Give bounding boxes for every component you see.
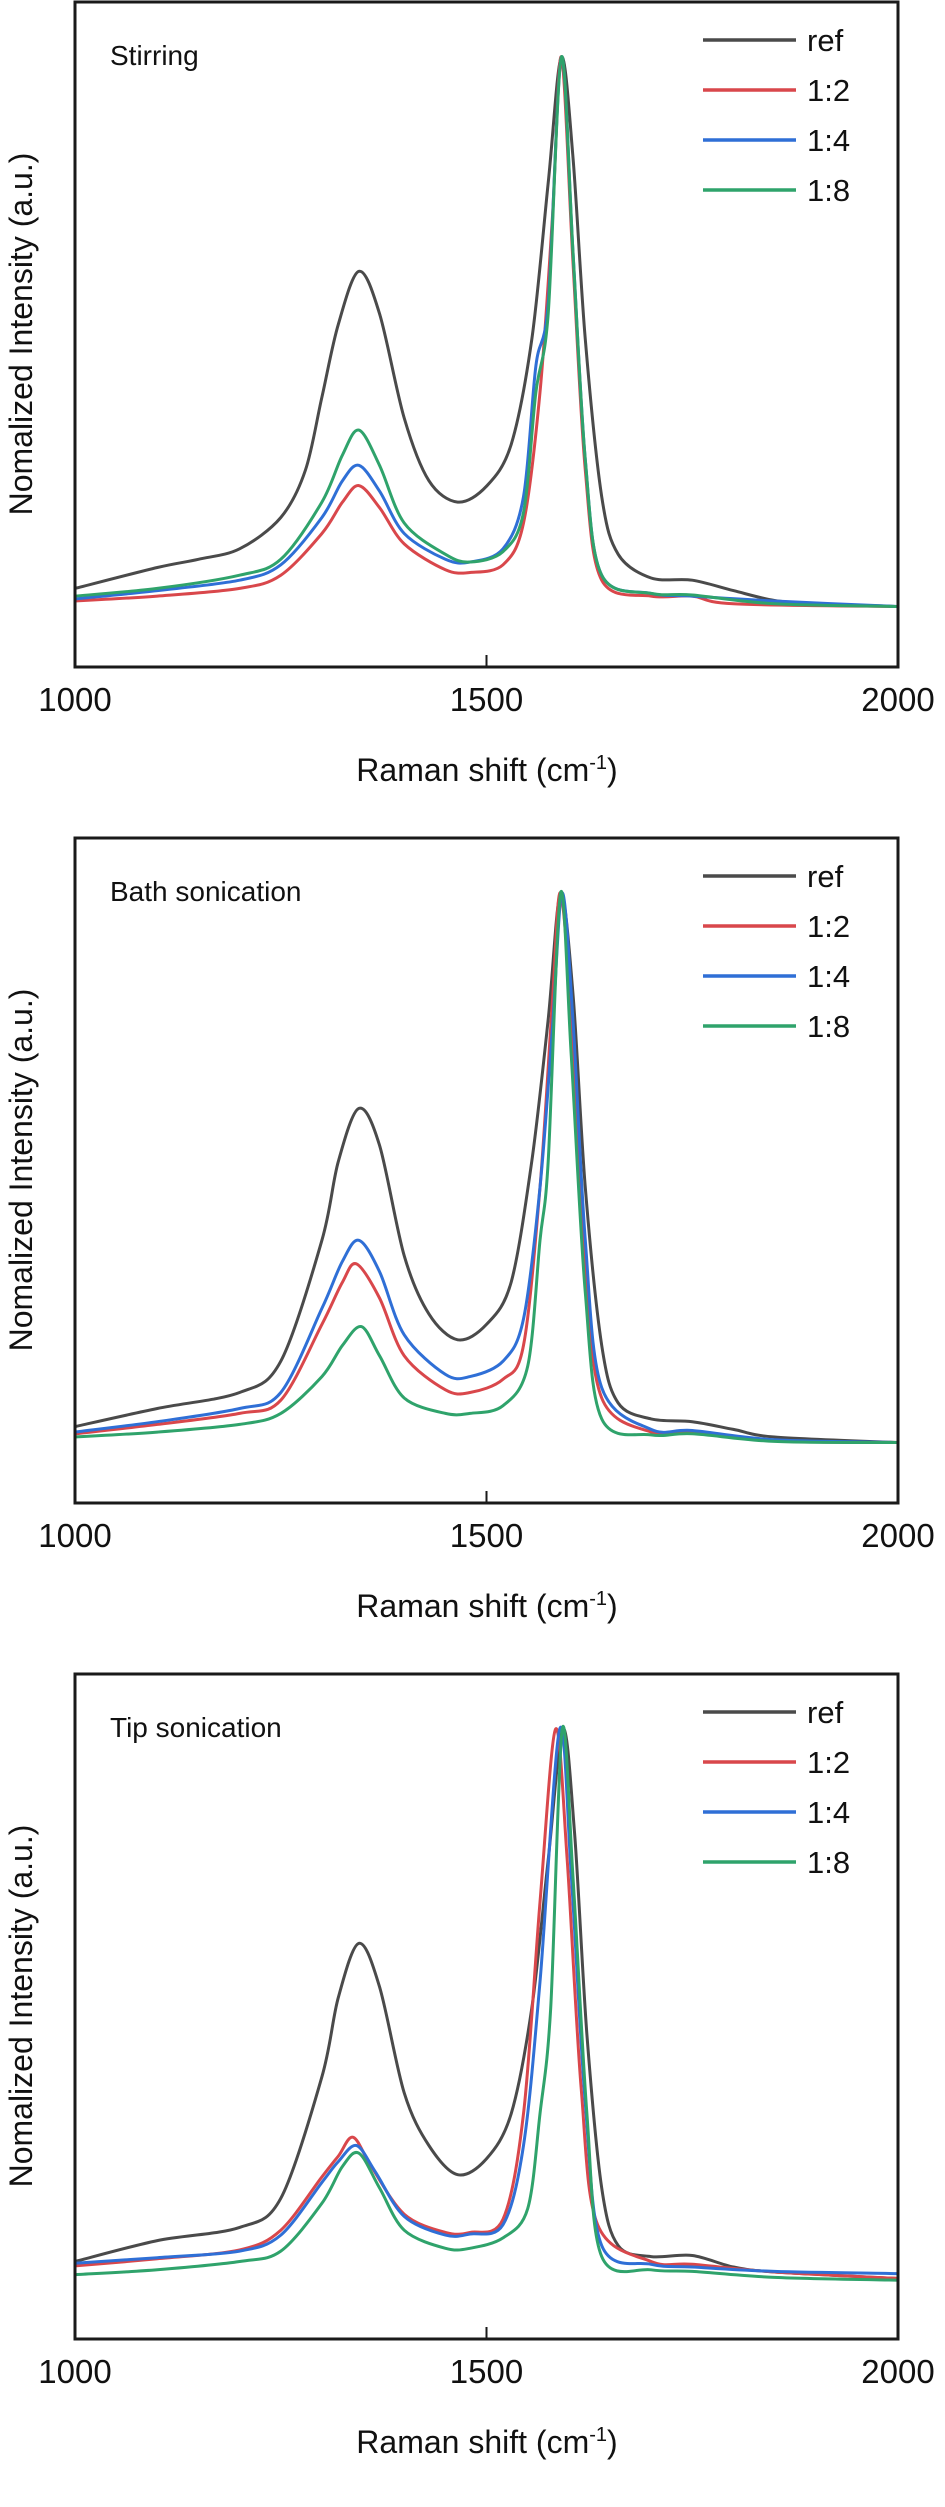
legend-item: ref [703, 23, 844, 58]
series-line-ref [75, 891, 898, 1444]
chart-svg: Stirring 1000 1500 2000 Raman shift (cm-… [3, 0, 935, 788]
series-line-1-8 [75, 55, 898, 608]
legend-label: 1:2 [807, 909, 850, 944]
x-tick-label: 1500 [450, 1517, 523, 1554]
x-axis-label-main: Raman shift (cm [356, 2424, 589, 2460]
x-tick-label: 2000 [861, 681, 934, 718]
series-line-1-8 [75, 889, 898, 1445]
legend-label: 1:4 [807, 1795, 850, 1830]
legend-item: 1:2 [703, 909, 850, 944]
x-axis-label-main: Raman shift (cm [356, 752, 589, 788]
legend-item: 1:4 [703, 123, 850, 158]
series-line-1-2 [75, 891, 898, 1444]
legend-item: 1:8 [703, 1009, 850, 1044]
x-axis-label-end: ) [607, 2424, 618, 2460]
legend-label: 1:2 [807, 73, 850, 108]
legend-label: ref [807, 23, 844, 58]
x-tick-label: 2000 [861, 1517, 934, 1554]
legend: ref 1:2 1:4 1:8 [703, 859, 850, 1044]
y-axis-label: Nomalized Intensity (a.u.) [3, 989, 39, 1352]
panel-title: Bath sonication [110, 876, 301, 907]
x-axis-label-main: Raman shift (cm [356, 1588, 589, 1624]
legend-label: 1:2 [807, 1745, 850, 1780]
legend-item: 1:4 [703, 959, 850, 994]
legend-item: 1:2 [703, 1745, 850, 1780]
legend-label: 1:8 [807, 1009, 850, 1044]
x-tick-label: 1000 [38, 1517, 111, 1554]
legend-item: ref [703, 1695, 844, 1730]
legend: ref 1:2 1:4 1:8 [703, 1695, 850, 1880]
x-axis-label: Raman shift (cm-1) [356, 1588, 617, 1624]
x-axis-label-sup: -1 [589, 2424, 607, 2446]
chart-svg: Tip sonication 1000 1500 2000 Raman shif… [3, 1672, 935, 2460]
legend-label: 1:8 [807, 1845, 850, 1880]
legend-label: 1:4 [807, 123, 850, 158]
x-axis-label: Raman shift (cm-1) [356, 752, 617, 788]
legend: ref 1:2 1:4 1:8 [703, 23, 850, 208]
legend-item: ref [703, 859, 844, 894]
series-line-ref [75, 55, 898, 608]
series-line-1-4 [75, 1725, 898, 2276]
plot-frame [73, 0, 900, 669]
plot-area [75, 1724, 898, 2282]
legend-label: ref [807, 859, 844, 894]
x-axis-label-end: ) [607, 1588, 618, 1624]
x-axis-label-end: ) [607, 752, 618, 788]
plot-frame [73, 1672, 900, 2341]
y-axis-label: Nomalized Intensity (a.u.) [3, 1825, 39, 2188]
series-line-1-4 [75, 891, 898, 1444]
legend-label: 1:8 [807, 173, 850, 208]
chart-panel-bath-sonication: Bath sonication 1000 1500 2000 Raman shi… [0, 836, 945, 1671]
legend-item: 1:8 [703, 1845, 850, 1880]
x-axis-label-sup: -1 [589, 752, 607, 774]
x-axis-label: Raman shift (cm-1) [356, 2424, 617, 2460]
chart-panel-tip-sonication: Tip sonication 1000 1500 2000 Raman shif… [0, 1672, 945, 2507]
x-tick-label: 2000 [861, 2353, 934, 2390]
legend-item: 1:4 [703, 1795, 850, 1830]
series-line-ref [75, 1727, 898, 2280]
y-axis-label: Nomalized Intensity (a.u.) [3, 153, 39, 516]
series-line-1-8 [75, 1724, 898, 2282]
x-tick-label: 1500 [450, 2353, 523, 2390]
plot-area [75, 55, 898, 608]
legend-label: 1:4 [807, 959, 850, 994]
x-tick-label: 1000 [38, 681, 111, 718]
chart-panel-stirring: Stirring 1000 1500 2000 Raman shift (cm-… [0, 0, 945, 835]
chart-svg: Bath sonication 1000 1500 2000 Raman shi… [3, 836, 935, 1624]
plot-frame [73, 836, 900, 1505]
series-line-1-2 [75, 55, 898, 608]
panel-title: Stirring [110, 40, 199, 71]
x-axis-label-sup: -1 [589, 1588, 607, 1610]
x-tick-label: 1000 [38, 2353, 111, 2390]
x-tick-label: 1500 [450, 681, 523, 718]
plot-area [75, 889, 898, 1445]
series-line-1-2 [75, 1727, 898, 2280]
legend-item: 1:2 [703, 73, 850, 108]
legend-item: 1:8 [703, 173, 850, 208]
legend-label: ref [807, 1695, 844, 1730]
panel-title: Tip sonication [110, 1712, 282, 1743]
